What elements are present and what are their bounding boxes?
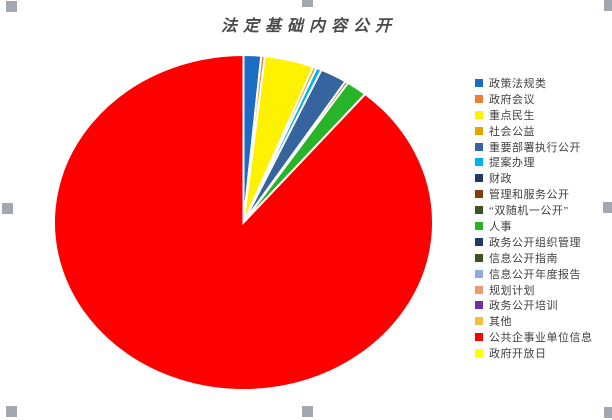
selection-handle-bottom-middle[interactable] xyxy=(302,406,313,417)
selection-handle-top-left[interactable] xyxy=(6,1,17,12)
legend-item[interactable]: “双随机一公开” xyxy=(475,202,593,218)
chart-title[interactable]: 法定基础内容公开 xyxy=(220,18,397,35)
legend-item[interactable]: 政务公开培训 xyxy=(475,297,593,313)
legend-item[interactable]: 公共企事业单位信息 xyxy=(475,329,593,345)
legend-label: 其他 xyxy=(489,316,512,329)
legend-label: 人事 xyxy=(489,220,512,233)
legend-label: 管理和服务公开 xyxy=(489,189,570,202)
selection-handle-middle-left[interactable] xyxy=(2,203,13,214)
selection-handle-middle-right[interactable] xyxy=(603,202,612,213)
legend-label: 政府会议 xyxy=(489,93,535,106)
legend-item[interactable]: 信息公开年度报告 xyxy=(475,266,593,282)
legend-swatch-icon xyxy=(475,142,483,151)
legend-label: 规划计划 xyxy=(489,284,535,297)
legend-item[interactable]: 政府开放日 xyxy=(475,345,593,361)
legend-label: 重要部署执行公开 xyxy=(489,141,581,154)
legend-label: 提案办理 xyxy=(489,157,535,170)
legend-item[interactable]: 财政 xyxy=(475,170,593,186)
legend-label: “双随机一公开” xyxy=(489,205,569,218)
legend-swatch-icon xyxy=(475,285,483,294)
selection-handle-top-right[interactable] xyxy=(604,0,612,11)
selection-handle-bottom-right[interactable] xyxy=(604,407,612,418)
legend-swatch-icon xyxy=(475,206,483,215)
chart-legend: 政策法规类政府会议重点民生社会公益重要部署执行公开 提案办理财政管理和服务公开 “双… xyxy=(475,75,593,361)
legend-swatch-icon xyxy=(475,317,483,326)
legend-item[interactable]: 提案办理 xyxy=(475,154,593,170)
legend-swatch-icon xyxy=(475,333,483,342)
legend-item[interactable]: 政策法规类 xyxy=(475,75,593,91)
legend-item[interactable]: 重点民生 xyxy=(475,107,593,123)
selection-handle-bottom-left[interactable] xyxy=(6,406,17,417)
legend-item[interactable]: 管理和服务公开 xyxy=(475,186,593,202)
legend-label: 信息公开指南 xyxy=(489,252,558,265)
legend-item[interactable]: 其他 xyxy=(475,313,593,329)
legend-item[interactable]: 社会公益 xyxy=(475,123,593,139)
legend-label: 重点民生 xyxy=(489,109,535,122)
legend-swatch-icon xyxy=(475,301,483,310)
legend-swatch-icon xyxy=(475,110,483,119)
legend-label: 政策法规类 xyxy=(489,77,547,90)
legend-swatch-icon xyxy=(475,158,483,167)
legend-item[interactable]: 规划计划 xyxy=(475,282,593,298)
legend-label: 政务公开组织管理 xyxy=(489,236,581,249)
legend-label: 信息公开年度报告 xyxy=(489,268,581,281)
legend-item[interactable]: 政府会议 xyxy=(475,91,593,107)
legend-label: 公共企事业单位信息 xyxy=(489,332,593,345)
legend-label: 政府开放日 xyxy=(489,348,547,361)
legend-swatch-icon xyxy=(475,349,483,358)
legend-swatch-icon xyxy=(475,237,483,246)
legend-swatch-icon xyxy=(475,190,483,199)
legend-item[interactable]: 政务公开组织管理 xyxy=(475,234,593,250)
legend-item[interactable]: 信息公开指南 xyxy=(475,250,593,266)
legend-label: 社会公益 xyxy=(489,125,535,138)
legend-swatch-icon xyxy=(475,253,483,262)
legend-swatch-icon xyxy=(475,94,483,103)
legend-swatch-icon xyxy=(475,269,483,278)
legend-swatch-icon xyxy=(475,174,483,183)
legend-swatch-icon xyxy=(475,221,483,230)
legend-item[interactable]: 人事 xyxy=(475,218,593,234)
legend-label: 财政 xyxy=(489,173,512,186)
selection-handle-top-middle[interactable] xyxy=(302,0,313,7)
legend-swatch-icon xyxy=(475,126,483,135)
pie-slice-16[interactable] xyxy=(53,53,434,391)
legend-item[interactable]: 重要部署执行公开 xyxy=(475,139,593,155)
legend-swatch-icon xyxy=(475,78,483,87)
legend-label: 政务公开培训 xyxy=(489,300,558,313)
